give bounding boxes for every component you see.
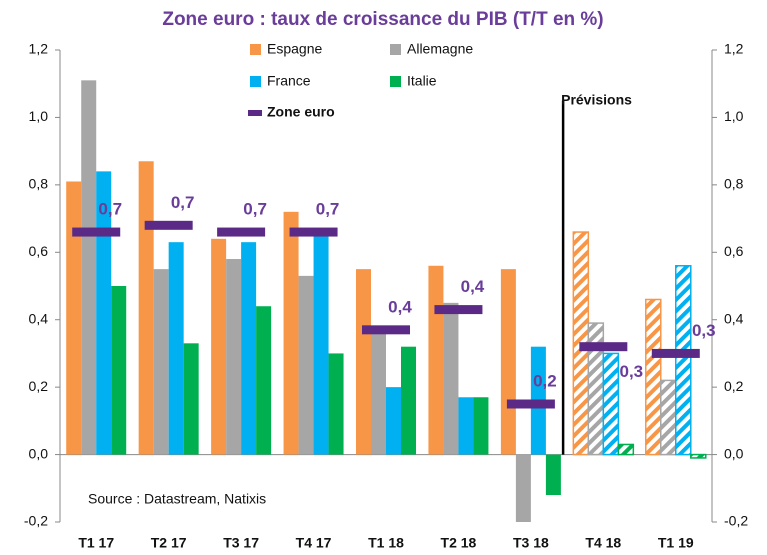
bar xyxy=(256,306,272,455)
forecast-label: Prévisions xyxy=(561,92,632,108)
bar xyxy=(211,238,227,455)
legend-label: Allemagne xyxy=(407,41,473,57)
bar xyxy=(401,346,416,455)
x-tick-label: T1 19 xyxy=(658,535,694,551)
y-tick-label: -0,2 xyxy=(24,513,48,529)
marker xyxy=(579,342,628,352)
bar xyxy=(473,397,489,455)
marker xyxy=(362,325,410,335)
bar xyxy=(241,242,257,455)
bar xyxy=(328,353,344,455)
bar xyxy=(515,454,531,522)
x-tick-label: T1 18 xyxy=(368,535,404,551)
marker xyxy=(289,227,338,237)
y-tick-label: 0,8 xyxy=(29,176,49,192)
x-tick-label: T4 18 xyxy=(585,535,621,551)
legend-label: France xyxy=(267,73,311,89)
value-label: 0,7 xyxy=(98,200,122,219)
bar xyxy=(168,242,184,455)
y2-tick-label: 0,0 xyxy=(724,445,744,461)
marker xyxy=(651,348,700,358)
bar xyxy=(96,171,112,455)
y-tick-label: 1,0 xyxy=(29,108,49,124)
value-label: 0,7 xyxy=(171,193,195,212)
y-tick-label: 1,2 xyxy=(29,41,49,57)
bar xyxy=(690,453,707,459)
x-tick-label: T3 18 xyxy=(513,535,549,551)
bar xyxy=(66,181,82,455)
x-tick-label: T2 18 xyxy=(441,535,477,551)
y2-tick-label: 0,4 xyxy=(724,310,744,326)
bar xyxy=(443,302,459,455)
bar xyxy=(386,387,401,455)
bar xyxy=(226,259,242,455)
bar xyxy=(371,329,386,455)
bar xyxy=(138,161,154,455)
value-label: 0,4 xyxy=(461,277,485,296)
bar xyxy=(356,269,371,455)
bar xyxy=(283,211,299,455)
marker xyxy=(72,227,121,237)
bar xyxy=(617,443,635,456)
value-label: 0,4 xyxy=(388,297,412,316)
bar xyxy=(500,269,516,455)
bar xyxy=(81,80,97,455)
x-tick-label: T3 17 xyxy=(223,535,259,551)
bar xyxy=(313,228,329,455)
y2-tick-label: 0,2 xyxy=(724,378,744,394)
y2-tick-label: -0,2 xyxy=(724,513,748,529)
legend-swatch xyxy=(250,44,261,55)
bar xyxy=(298,275,314,455)
legend-label: Italie xyxy=(407,73,437,89)
legend-swatch xyxy=(390,44,401,55)
x-tick-label: T4 17 xyxy=(296,535,332,551)
bar xyxy=(675,265,692,456)
marker xyxy=(434,305,483,315)
value-label: 0,7 xyxy=(243,200,267,219)
legend-label: Zone euro xyxy=(267,104,335,120)
y-tick-label: 0,0 xyxy=(29,445,49,461)
value-label: 0,2 xyxy=(533,371,557,390)
y-tick-label: 0,4 xyxy=(29,310,49,326)
x-tick-label: T1 17 xyxy=(78,535,114,551)
bar xyxy=(183,343,199,455)
marker xyxy=(506,399,555,409)
bar xyxy=(111,286,127,455)
bar xyxy=(645,298,662,456)
y2-tick-label: 1,0 xyxy=(724,108,744,124)
x-tick-label: T2 17 xyxy=(151,535,187,551)
legend-label: Espagne xyxy=(267,41,322,57)
bar xyxy=(153,269,169,455)
bar xyxy=(545,454,561,496)
value-label: 0,3 xyxy=(620,362,644,381)
bar xyxy=(602,352,620,456)
bar xyxy=(458,397,474,455)
marker xyxy=(217,227,266,237)
y2-tick-label: 0,6 xyxy=(724,243,744,259)
source-note: Source : Datastream, Natixis xyxy=(88,491,266,507)
y2-tick-label: 1,2 xyxy=(724,41,744,57)
y2-tick-label: 0,8 xyxy=(724,176,744,192)
legend-swatch xyxy=(250,76,261,87)
y-tick-label: 0,6 xyxy=(29,243,49,259)
bar xyxy=(660,379,677,456)
bar xyxy=(428,265,444,455)
value-label: 0,3 xyxy=(692,321,716,340)
chart-title: Zone euro : taux de croissance du PIB (T… xyxy=(162,9,603,30)
marker xyxy=(144,220,193,230)
y-tick-label: 0,2 xyxy=(29,378,49,394)
legend-swatch xyxy=(248,110,262,116)
legend-swatch xyxy=(390,76,401,87)
value-label: 0,7 xyxy=(316,200,340,219)
